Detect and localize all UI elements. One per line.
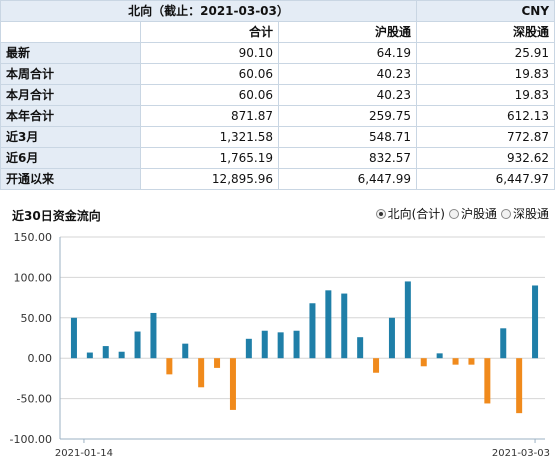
table-title: 北向（截止：2021-03-03）	[0, 0, 418, 22]
y-tick-label: 150.00	[14, 231, 53, 244]
cell-sh: 259.75	[277, 105, 418, 127]
currency-label: CNY	[416, 0, 555, 22]
table-row: 本周合计 60.06 40.23 19.83	[0, 63, 555, 85]
series-option-total[interactable]: 北向(合计)	[375, 205, 445, 222]
row-label: 本月合计	[0, 84, 141, 106]
radio-icon[interactable]	[500, 208, 511, 219]
column-header-total: 合计	[140, 21, 279, 43]
row-label: 近3月	[0, 126, 141, 148]
table-row: 近3月 1,321.58 548.71 772.87	[0, 126, 555, 148]
x-start-date-label: 2021-01-14	[55, 448, 113, 459]
bar	[516, 358, 523, 414]
table-row: 最新 90.10 64.19 25.91	[0, 42, 555, 64]
cell-total: 12,895.96	[140, 168, 279, 190]
bar	[436, 353, 443, 359]
cell-sh: 40.23	[277, 84, 418, 106]
header-blank-cell	[0, 21, 141, 43]
cell-sz: 612.13	[416, 105, 555, 127]
cell-sh: 832.57	[277, 147, 418, 169]
y-tick-label: -50.00	[17, 393, 52, 406]
y-tick-label: 0.00	[28, 352, 53, 365]
bar	[150, 312, 157, 359]
bar	[102, 346, 109, 359]
cell-sh: 64.19	[277, 42, 418, 64]
cell-sh: 6,447.99	[277, 168, 418, 190]
cell-sh: 40.23	[277, 63, 418, 85]
bar	[229, 358, 236, 410]
bar	[404, 281, 411, 359]
table-row: 本月合计 60.06 40.23 19.83	[0, 84, 555, 106]
bar	[261, 330, 268, 359]
row-label: 开通以来	[0, 168, 141, 190]
cell-total: 90.10	[140, 42, 279, 64]
series-option-label: 深股通	[512, 207, 549, 221]
bar	[309, 303, 316, 359]
y-tick-label: 100.00	[14, 271, 53, 284]
bar	[245, 338, 252, 359]
bar	[357, 337, 364, 359]
cell-sz: 19.83	[416, 84, 555, 106]
row-label: 本周合计	[0, 63, 141, 85]
cell-sz: 19.83	[416, 63, 555, 85]
table-row: 近6月 1,765.19 832.57 932.62	[0, 147, 555, 169]
column-header-row: 合计 沪股通 深股通	[0, 21, 555, 43]
cell-total: 60.06	[140, 84, 279, 106]
row-label: 最新	[0, 42, 141, 64]
bar	[325, 290, 332, 359]
cell-sz: 25.91	[416, 42, 555, 64]
cell-sh: 548.71	[277, 126, 418, 148]
radio-icon[interactable]	[448, 208, 459, 219]
series-option-sh[interactable]: 沪股通	[448, 205, 497, 222]
bar	[70, 317, 77, 359]
column-header-sz: 深股通	[416, 21, 555, 43]
bar	[134, 331, 141, 359]
series-option-label: 北向(合计)	[387, 207, 445, 221]
bar	[500, 328, 507, 359]
y-tick-label: -100.00	[10, 433, 52, 446]
summary-table: 北向（截止：2021-03-03） CNY 合计 沪股通 深股通 最新 90.1…	[0, 0, 555, 190]
table-row: 开通以来 12,895.96 6,447.99 6,447.97	[0, 168, 555, 190]
bar	[182, 343, 189, 359]
cell-sz: 6,447.97	[416, 168, 555, 190]
bar	[468, 358, 475, 365]
table-row: 本年合计 871.87 259.75 612.13	[0, 105, 555, 127]
column-header-sh: 沪股通	[277, 21, 418, 43]
bar	[166, 358, 173, 375]
series-option-sz[interactable]: 深股通	[500, 205, 549, 222]
cell-sz: 932.62	[416, 147, 555, 169]
bar	[341, 293, 348, 359]
bar	[293, 330, 300, 359]
bar	[484, 358, 491, 404]
x-end-date-label: 2021-03-03	[492, 448, 550, 459]
cell-total: 871.87	[140, 105, 279, 127]
bar	[532, 285, 539, 359]
bar	[198, 358, 205, 388]
cell-total: 1,321.58	[140, 126, 279, 148]
bar	[452, 358, 459, 365]
chart-title: 近30日资金流向	[12, 209, 101, 223]
bar	[214, 358, 221, 368]
bar	[277, 332, 284, 359]
series-selector: 北向(合计) 沪股通 深股通	[375, 205, 549, 222]
cell-total: 60.06	[140, 63, 279, 85]
flow-bar-chart: 150.00100.0050.000.00-50.00-100.002021-0…	[10, 231, 550, 459]
bar	[118, 351, 125, 359]
series-option-label: 沪股通	[460, 207, 497, 221]
cell-total: 1,765.19	[140, 147, 279, 169]
radio-icon[interactable]	[375, 208, 386, 219]
bar	[86, 352, 93, 359]
bar	[373, 358, 380, 373]
table-title-row: 北向（截止：2021-03-03） CNY	[0, 0, 555, 22]
cell-sz: 772.87	[416, 126, 555, 148]
bar	[388, 317, 395, 359]
bar	[420, 358, 427, 367]
row-label: 近6月	[0, 147, 141, 169]
row-label: 本年合计	[0, 105, 141, 127]
y-tick-label: 50.00	[21, 312, 53, 325]
